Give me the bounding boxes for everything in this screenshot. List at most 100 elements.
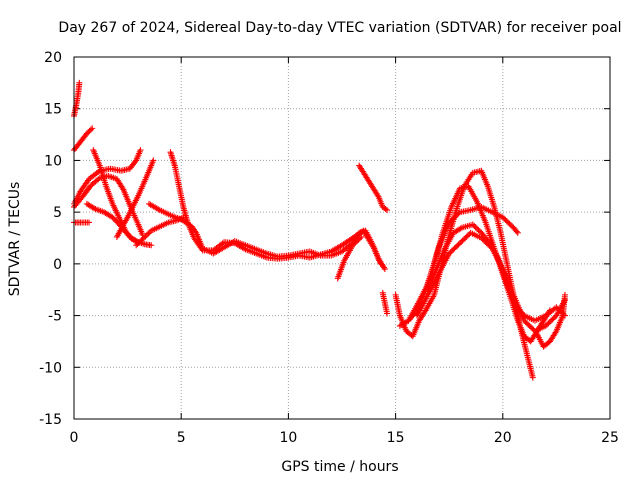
data-point bbox=[525, 321, 532, 328]
data-point bbox=[474, 225, 481, 232]
series-s2 bbox=[71, 125, 96, 154]
data-point bbox=[450, 246, 457, 253]
data-point bbox=[548, 317, 555, 324]
data-point bbox=[146, 229, 153, 236]
data-point bbox=[450, 215, 457, 222]
data-point bbox=[355, 236, 362, 243]
data-point bbox=[469, 221, 476, 228]
data-point bbox=[523, 320, 530, 327]
chart-title: Day 267 of 2024, Sidereal Day-to-day VTE… bbox=[58, 20, 621, 36]
data-point bbox=[358, 233, 365, 240]
data-point bbox=[455, 241, 462, 248]
data-point bbox=[471, 222, 478, 229]
data-point bbox=[384, 310, 391, 317]
series-s19 bbox=[424, 221, 568, 324]
data-point bbox=[447, 218, 454, 225]
data-point bbox=[455, 210, 462, 217]
x-tick-label: 5 bbox=[177, 430, 186, 446]
data-point bbox=[554, 305, 561, 312]
series-s7 bbox=[83, 200, 155, 249]
data-point bbox=[446, 250, 453, 257]
series-s11 bbox=[167, 149, 384, 267]
data-point bbox=[522, 319, 529, 326]
x-tick-label: 10 bbox=[279, 430, 297, 446]
data-point bbox=[505, 219, 512, 226]
data-point bbox=[145, 230, 152, 237]
data-point bbox=[476, 228, 483, 235]
data-point bbox=[448, 216, 455, 223]
data-point bbox=[463, 233, 470, 240]
data-point bbox=[456, 240, 463, 247]
data-point bbox=[561, 291, 568, 298]
data-point bbox=[142, 233, 149, 240]
data-point bbox=[381, 266, 388, 273]
data-point bbox=[141, 234, 148, 241]
data-point bbox=[454, 211, 461, 218]
data-point bbox=[150, 157, 157, 164]
data-point bbox=[545, 320, 552, 327]
data-point bbox=[451, 214, 458, 221]
data-point bbox=[513, 228, 520, 235]
x-tick-label: 25 bbox=[601, 430, 619, 446]
data-point bbox=[446, 219, 453, 226]
data-point bbox=[502, 216, 509, 223]
data-points bbox=[71, 79, 568, 381]
data-point bbox=[452, 244, 459, 251]
y-tick-label: 5 bbox=[53, 205, 62, 221]
data-point bbox=[95, 176, 102, 183]
y-tick-label: -15 bbox=[39, 412, 62, 428]
data-point bbox=[85, 129, 92, 136]
data-point bbox=[526, 322, 533, 329]
x-tick-label: 15 bbox=[387, 430, 405, 446]
series-s13 bbox=[356, 162, 391, 214]
data-point bbox=[506, 220, 513, 227]
data-point bbox=[475, 227, 482, 234]
y-axis-label: SDTVAR / TECUs bbox=[7, 182, 23, 297]
data-point bbox=[137, 147, 144, 154]
data-point bbox=[503, 218, 510, 225]
series-s8 bbox=[113, 157, 157, 240]
data-point bbox=[86, 127, 93, 134]
data-point bbox=[527, 324, 534, 331]
data-point bbox=[552, 313, 559, 320]
data-point bbox=[382, 206, 389, 213]
data-point bbox=[458, 238, 465, 245]
data-point bbox=[377, 260, 384, 267]
data-point bbox=[529, 374, 536, 381]
data-point bbox=[501, 215, 508, 222]
data-point bbox=[529, 325, 536, 332]
series-s15 bbox=[392, 167, 536, 381]
data-point bbox=[143, 231, 150, 238]
data-point bbox=[553, 304, 560, 311]
data-point bbox=[76, 79, 83, 86]
data-point bbox=[499, 214, 506, 221]
series-s20 bbox=[534, 291, 568, 350]
data-point bbox=[86, 219, 93, 226]
data-point bbox=[546, 319, 553, 326]
data-point bbox=[91, 205, 98, 212]
data-point bbox=[384, 207, 391, 214]
data-point bbox=[89, 125, 96, 132]
x-axis-label: GPS time / hours bbox=[281, 459, 398, 475]
x-tick-label: 0 bbox=[70, 430, 79, 446]
data-point bbox=[454, 242, 461, 249]
data-point bbox=[83, 130, 90, 137]
data-point bbox=[514, 229, 521, 236]
data-point bbox=[507, 222, 514, 229]
y-tick-label: 0 bbox=[53, 257, 62, 273]
y-tick-label: 10 bbox=[44, 153, 62, 169]
data-point bbox=[521, 317, 528, 324]
data-point bbox=[462, 235, 469, 241]
data-point bbox=[457, 225, 464, 232]
data-point bbox=[472, 224, 479, 231]
data-point bbox=[542, 322, 549, 329]
data-point bbox=[464, 232, 471, 239]
data-point bbox=[448, 247, 455, 254]
data-point bbox=[138, 237, 145, 244]
axis-ticks: 0 5 10 15 20 25 -15 -10 -5 0 5 10 15 20 bbox=[39, 50, 619, 446]
data-point bbox=[351, 240, 358, 247]
y-tick-label: -10 bbox=[39, 360, 62, 376]
series-s1 bbox=[71, 79, 83, 119]
y-tick-label: 15 bbox=[44, 102, 62, 118]
data-point bbox=[356, 235, 363, 242]
